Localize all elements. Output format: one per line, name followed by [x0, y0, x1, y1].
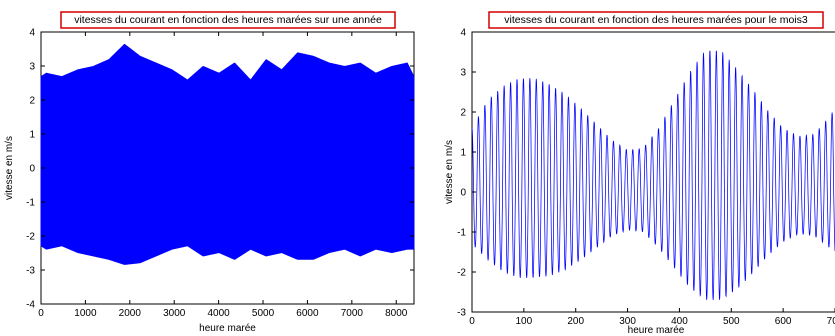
y-axis-label: vitesse en m/s: [444, 140, 455, 204]
x-tick-label: 500: [723, 316, 740, 327]
y-tick-label: 4: [460, 28, 466, 39]
x-tick-label: 200: [567, 316, 584, 327]
x-tick-label: 0: [38, 308, 44, 319]
y-tick-label: 0: [29, 164, 35, 175]
title-box: [488, 11, 824, 29]
y-tick-label: -4: [26, 300, 35, 311]
x-tick-label: 100: [516, 316, 533, 327]
chart-title: vitesses du courant en fonction des heur…: [504, 14, 808, 26]
y-axis-label: vitesse en m/s: [4, 136, 15, 200]
y-tick-label: 1: [29, 130, 35, 141]
axes-frame: [471, 31, 835, 313]
x-tick-label: 3000: [163, 308, 186, 319]
x-tick-label: 5000: [252, 308, 275, 319]
x-tick-label: 600: [775, 316, 792, 327]
y-tick-label: -1: [26, 198, 35, 209]
x-tick-label: 2000: [119, 308, 142, 319]
y-tick-label: -3: [457, 308, 466, 319]
series-line: [40, 44, 415, 265]
y-tick-label: 1: [460, 148, 466, 159]
y-tick-label: 3: [460, 68, 466, 79]
x-tick-label: 1000: [74, 308, 97, 319]
x-tick-label: 300: [619, 316, 636, 327]
x-tick-label: 400: [671, 316, 688, 327]
x-tick-label: 0: [469, 316, 475, 327]
chart-title: vitesses du courant en fonction des heur…: [74, 14, 382, 26]
y-tick-label: 0: [460, 188, 466, 199]
y-tick-label: 4: [29, 28, 35, 39]
x-tick-label: 7000: [341, 308, 364, 319]
y-tick-label: -2: [457, 268, 466, 279]
x-tick-label: 8000: [385, 308, 408, 319]
series-line: [471, 50, 835, 301]
series-spikes: [40, 44, 415, 265]
x-tick-label: 4000: [207, 308, 230, 319]
y-tick-label: 2: [460, 108, 466, 119]
y-tick-label: -3: [26, 266, 35, 277]
y-tick-label: -2: [26, 232, 35, 243]
x-tick-label: 700: [827, 316, 835, 327]
chart-1: 0 1000 2000 3000 4000 5000 6000 7000 8000 4 3 2 1 0 -1…: [4, 11, 415, 334]
y-tick-label: 3: [29, 62, 35, 73]
chart-2: 0 100 200 300 400 500 600 700 4 3 2 1 0 -1 -2 -3 heure m…: [444, 11, 835, 336]
y-tick-label: -1: [457, 228, 466, 239]
x-axis-label: heure marée: [628, 325, 685, 336]
x-axis-label: heure marée: [199, 323, 256, 334]
x-tick-label: 6000: [296, 308, 319, 319]
y-tick-label: 2: [29, 96, 35, 107]
title-box: [60, 11, 396, 29]
